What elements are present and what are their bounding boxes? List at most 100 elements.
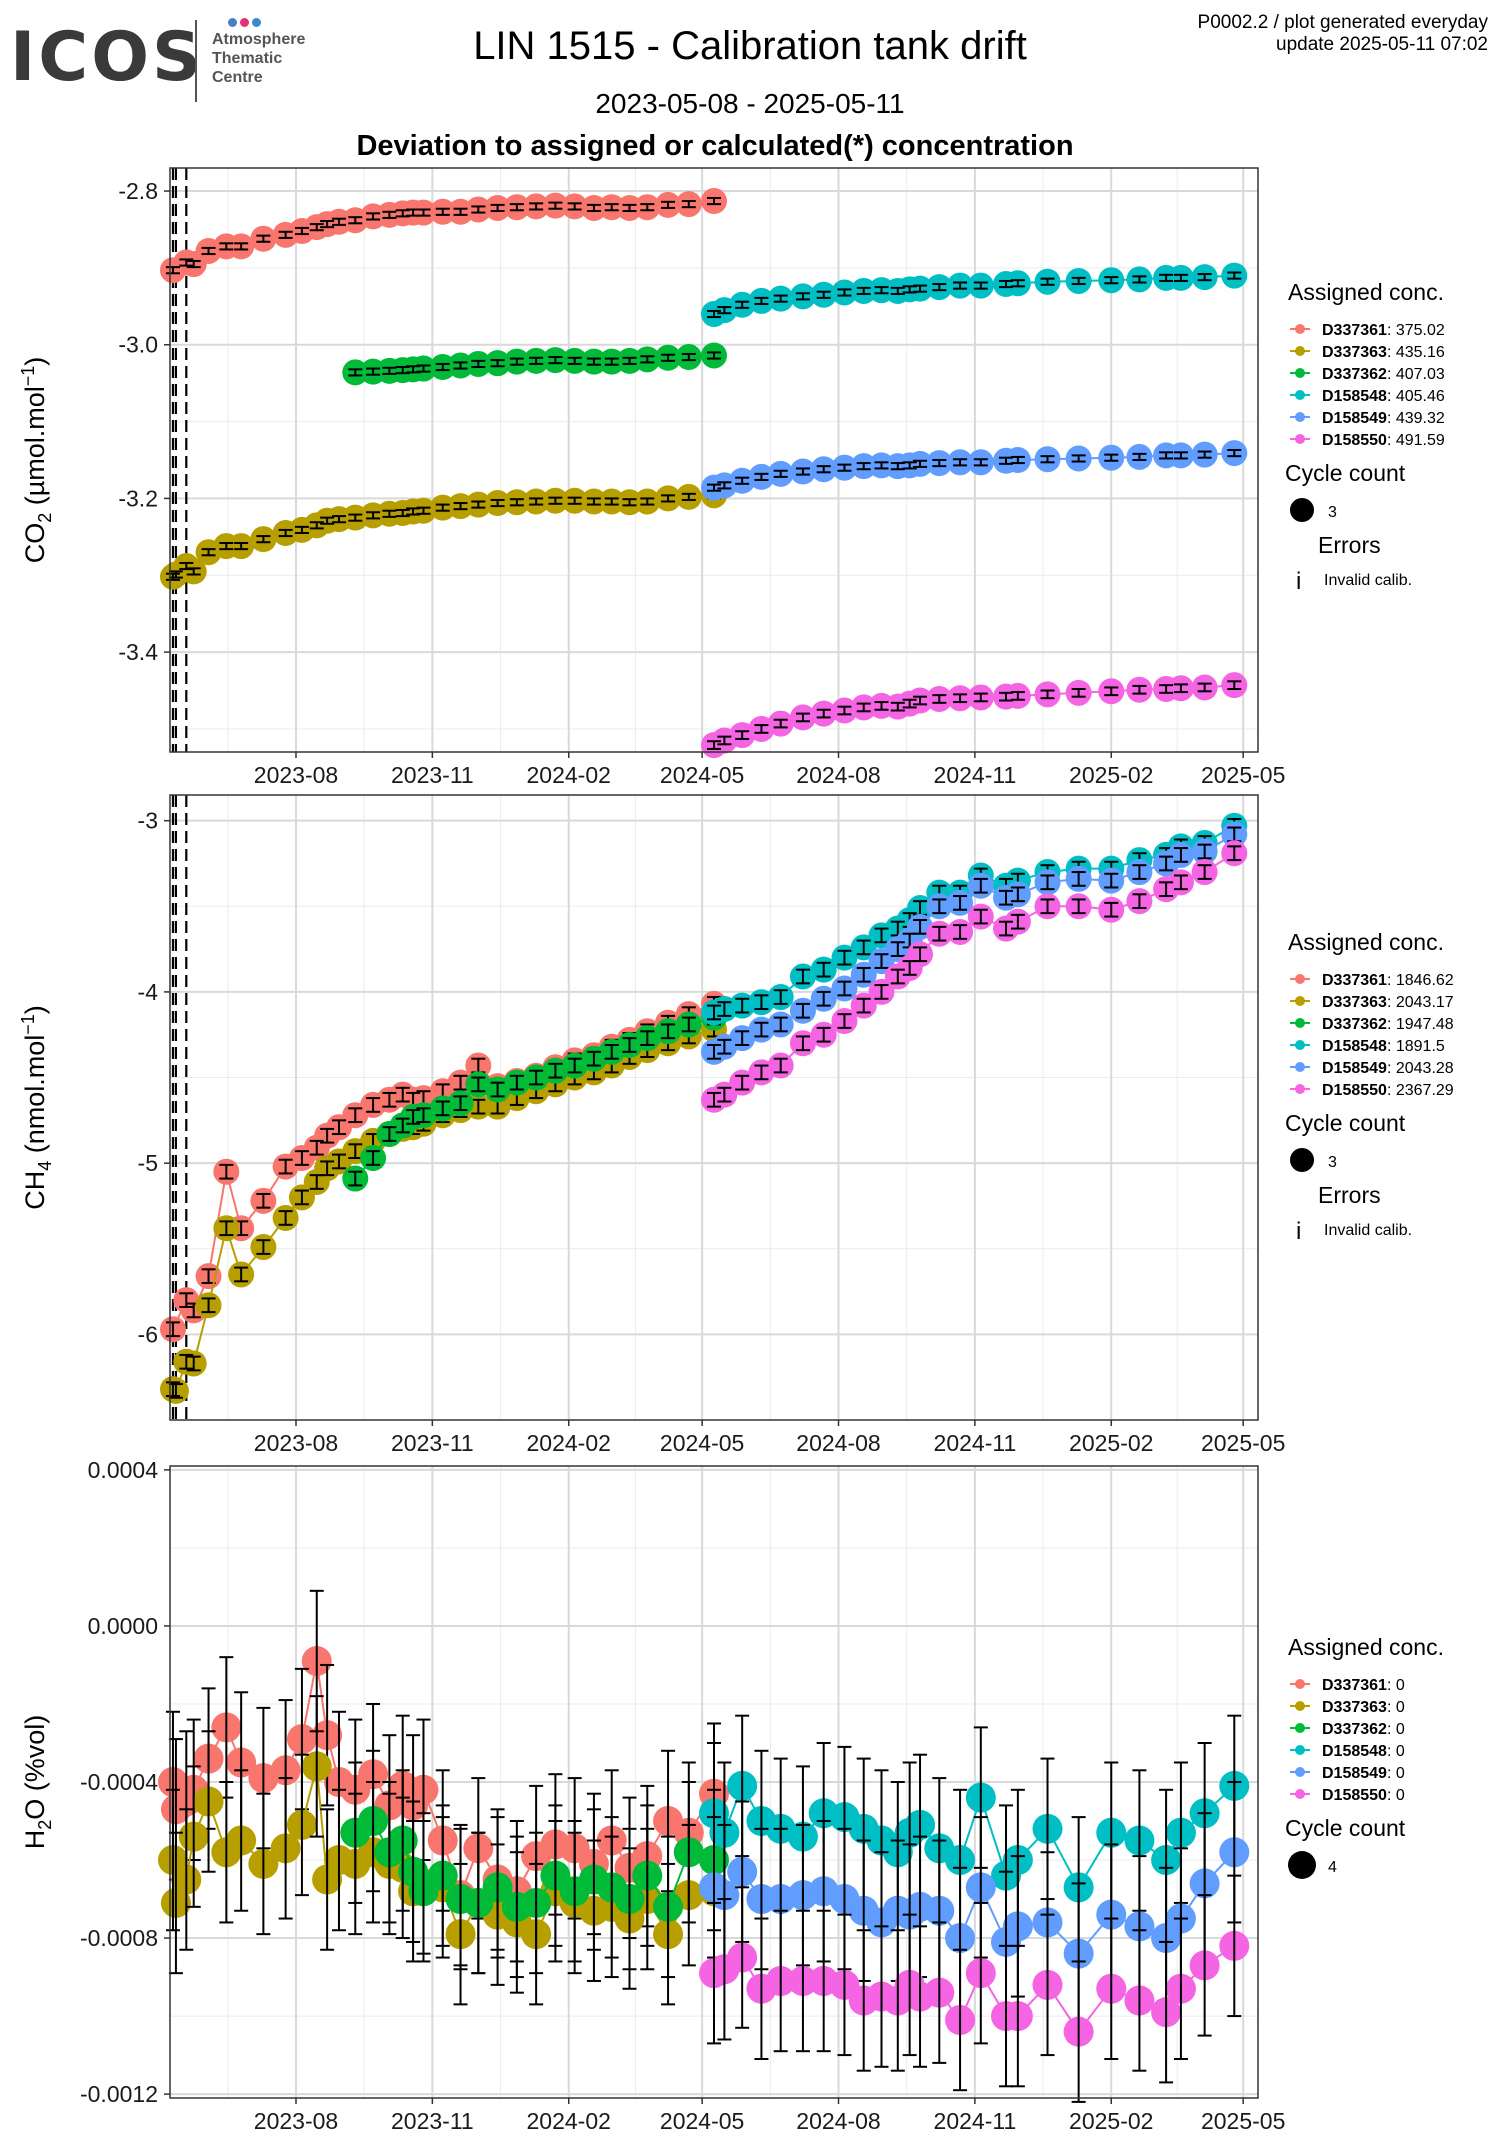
error-bar xyxy=(1159,1940,1174,2084)
error-bar xyxy=(874,1925,889,2068)
error-bar xyxy=(186,259,201,269)
legend-cycle-marker xyxy=(1290,498,1314,522)
legend-entry-D158548: D158548: 1891.5 xyxy=(1290,1038,1445,1055)
error-bar xyxy=(856,997,871,1014)
error-bar xyxy=(973,877,988,894)
error-bar xyxy=(1010,886,1025,903)
x-tick-label: 2023-08 xyxy=(254,762,338,788)
legend-entry-D158550: D158550: 491.59 xyxy=(1290,432,1445,449)
legend-marker xyxy=(1295,1018,1305,1028)
error-bar xyxy=(1132,864,1147,880)
error-bar xyxy=(201,548,216,557)
legend-entry-D337361: D337361: 375.02 xyxy=(1290,322,1445,339)
error-bar xyxy=(179,1808,194,1951)
error-bar xyxy=(874,286,889,295)
logo-sub-line-3: Centre xyxy=(212,69,263,86)
error-bar xyxy=(567,496,582,505)
series-D158548 xyxy=(701,262,1248,327)
legend-cycle-title: Cycle count xyxy=(1285,1110,1406,1136)
error-bar xyxy=(890,701,905,712)
x-tick-label: 2023-11 xyxy=(391,2108,474,2134)
plot-background xyxy=(170,168,1258,752)
error-bar xyxy=(567,356,582,365)
error-bar xyxy=(874,927,889,944)
error-bar xyxy=(471,1098,486,1115)
error-bar xyxy=(816,961,831,978)
error-bar xyxy=(1173,273,1188,282)
legend-entry-D337363: D337363: 0 xyxy=(1290,1699,1405,1716)
error-bar xyxy=(529,497,544,506)
error-bar xyxy=(490,1816,505,1959)
error-bar xyxy=(586,357,601,366)
error-bar xyxy=(754,1021,769,1038)
y-tick-label: -2.8 xyxy=(118,178,158,204)
error-bar xyxy=(416,506,431,515)
error-bar xyxy=(1197,450,1212,459)
error-bar xyxy=(1040,898,1055,915)
legend-entry-D337363: D337363: 435.16 xyxy=(1290,344,1445,361)
error-bar xyxy=(509,1835,524,1979)
error-bar xyxy=(717,1001,732,1017)
error-bar xyxy=(754,296,769,306)
error-bar xyxy=(754,1064,769,1081)
error-bar xyxy=(717,1898,732,2041)
error-bar xyxy=(953,1948,968,2092)
error-bar xyxy=(856,966,871,983)
error-bar xyxy=(661,200,676,209)
y-tick-label: -3.4 xyxy=(118,639,158,665)
error-bar xyxy=(320,516,335,525)
error-bar xyxy=(874,984,889,1000)
legend-entry-D158550: D158550: 0 xyxy=(1290,1787,1405,1804)
y-axis-label: H2O (%vol) xyxy=(20,1715,55,1850)
legend-label: D158550: 2367.29 xyxy=(1322,1082,1454,1099)
legend-marker xyxy=(1295,1789,1305,1799)
error-bar xyxy=(890,968,905,985)
error-bar xyxy=(435,503,450,512)
error-bar xyxy=(348,216,363,225)
error-bar xyxy=(999,889,1014,906)
x-tick-label: 2025-02 xyxy=(1069,1430,1153,1456)
legend-label: D337363: 0 xyxy=(1322,1699,1405,1716)
error-bar xyxy=(294,1753,309,1897)
error-bar xyxy=(707,740,721,750)
error-bar xyxy=(681,1016,696,1033)
error-bar xyxy=(1173,683,1188,694)
legend-marker xyxy=(1295,974,1305,984)
error-bar xyxy=(509,203,524,212)
legend-label: D158549: 0 xyxy=(1322,1765,1405,1782)
error-bar xyxy=(1132,275,1147,284)
error-bar xyxy=(548,356,563,365)
error-bar xyxy=(453,1095,468,1112)
legend: Assigned conc. D337361: 1846.62 D337363: 2… xyxy=(1285,929,1454,1245)
series-D158549 xyxy=(701,821,1248,1065)
legend-label: D337361: 0 xyxy=(1322,1677,1405,1694)
legend-cycle-value: 3 xyxy=(1328,504,1337,521)
error-bar xyxy=(382,1781,397,1924)
error-bar xyxy=(773,1057,788,1074)
error-bar xyxy=(707,351,721,360)
error-bar xyxy=(453,502,468,511)
error-bar xyxy=(816,1026,831,1043)
error-bar xyxy=(165,266,180,275)
y-axis-label: CO2 (µmol.mol−1) xyxy=(18,357,55,564)
error-bar xyxy=(661,353,676,362)
error-bar xyxy=(661,494,676,503)
error-bar xyxy=(278,528,293,538)
error-bar xyxy=(735,1886,750,2029)
error-bar xyxy=(902,1913,917,2057)
error-bar xyxy=(1071,687,1086,698)
error-bar xyxy=(1173,847,1188,863)
legend: Assigned conc. D337361: 375.02 D337363: 43… xyxy=(1285,279,1445,595)
error-bar xyxy=(622,498,637,507)
error-bar xyxy=(186,1355,201,1372)
error-bar xyxy=(366,1097,381,1113)
legend-label: D337361: 1846.62 xyxy=(1322,972,1454,989)
error-bar xyxy=(856,702,871,713)
error-bar xyxy=(179,1292,194,1308)
error-bar xyxy=(622,356,637,365)
series-D158549 xyxy=(701,440,1248,501)
x-tick-label: 2023-11 xyxy=(391,762,474,788)
error-bar xyxy=(604,357,619,366)
error-bar xyxy=(640,355,655,364)
error-bar xyxy=(471,359,486,369)
